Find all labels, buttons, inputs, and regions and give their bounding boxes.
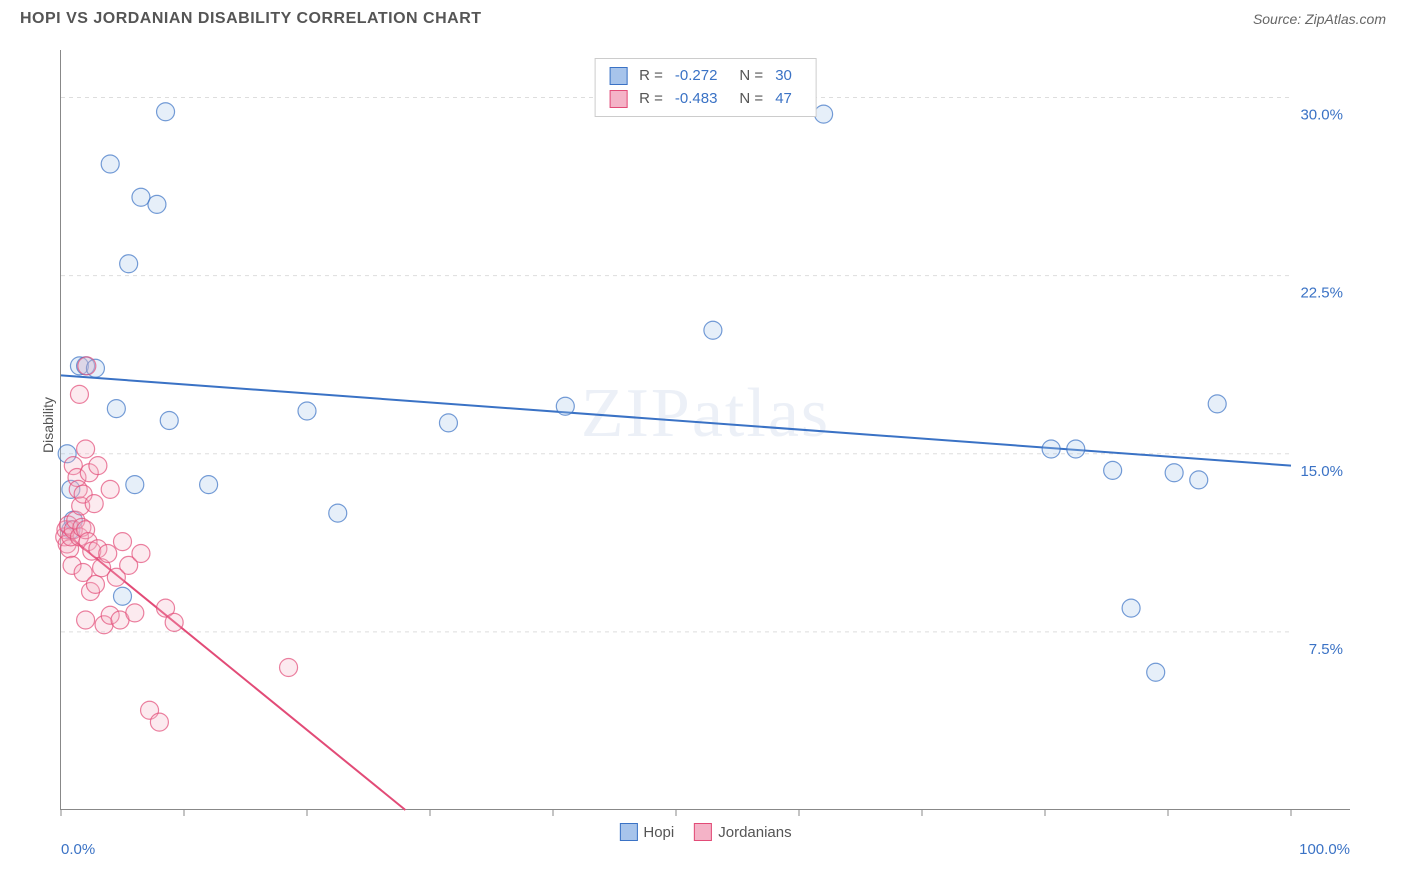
scatter-point bbox=[101, 155, 119, 173]
scatter-point bbox=[704, 321, 722, 339]
scatter-point bbox=[114, 587, 132, 605]
scatter-point bbox=[556, 397, 574, 415]
stat-n-value: 30 bbox=[775, 65, 792, 88]
scatter-point bbox=[150, 713, 168, 731]
scatter-point bbox=[160, 412, 178, 430]
scatter-point bbox=[77, 611, 95, 629]
scatter-point bbox=[1147, 663, 1165, 681]
chart-header: HOPI VS JORDANIAN DISABILITY CORRELATION… bbox=[0, 0, 1406, 33]
plot-area: ZIPatlas 7.5%15.0%22.5%30.0% R =-0.272N … bbox=[60, 50, 1350, 810]
legend-swatch bbox=[619, 823, 637, 841]
x-max-label: 100.0% bbox=[1299, 841, 1350, 858]
chart-source: Source: ZipAtlas.com bbox=[1253, 11, 1386, 27]
scatter-point bbox=[165, 613, 183, 631]
scatter-point bbox=[101, 480, 119, 498]
scatter-point bbox=[99, 545, 117, 563]
scatter-point bbox=[70, 385, 88, 403]
y-tick-label: 30.0% bbox=[1300, 107, 1343, 124]
scatter-point bbox=[1042, 440, 1060, 458]
scatter-point bbox=[126, 476, 144, 494]
scatter-point bbox=[1190, 471, 1208, 489]
scatter-point bbox=[78, 357, 96, 375]
scatter-point bbox=[89, 457, 107, 475]
scatter-point bbox=[86, 575, 104, 593]
trend-line bbox=[61, 375, 1291, 465]
chart-title: HOPI VS JORDANIAN DISABILITY CORRELATION… bbox=[20, 10, 482, 28]
stat-n-label: N = bbox=[739, 88, 763, 111]
legend-row: R = -0.483 N = 47 bbox=[609, 88, 802, 111]
scatter-point bbox=[114, 533, 132, 551]
legend-row: R = -0.272 N = 30 bbox=[609, 65, 802, 88]
scatter-point bbox=[1104, 461, 1122, 479]
stat-r-value: -0.483 bbox=[675, 88, 718, 111]
scatter-point bbox=[1165, 464, 1183, 482]
stat-r-label: R = bbox=[639, 65, 663, 88]
legend-swatch bbox=[609, 90, 627, 108]
scatter-point bbox=[200, 476, 218, 494]
y-tick-label: 15.0% bbox=[1300, 463, 1343, 480]
scatter-point bbox=[157, 103, 175, 121]
legend-label: Hopi bbox=[643, 824, 674, 841]
x-min-label: 0.0% bbox=[61, 841, 95, 858]
scatter-point bbox=[815, 105, 833, 123]
series-legend-item: Hopi bbox=[619, 823, 674, 841]
stat-r-label: R = bbox=[639, 88, 663, 111]
legend-swatch bbox=[694, 823, 712, 841]
scatter-point bbox=[148, 195, 166, 213]
scatter-point bbox=[126, 604, 144, 622]
scatter-point bbox=[329, 504, 347, 522]
series-legend: Hopi Jordanians bbox=[619, 823, 791, 841]
legend-swatch bbox=[609, 67, 627, 85]
y-tick-label: 7.5% bbox=[1309, 641, 1343, 658]
correlation-legend: R = -0.272 N = 30 R = -0.483 N = 47 bbox=[594, 58, 817, 117]
scatter-point bbox=[120, 255, 138, 273]
scatter-point bbox=[132, 545, 150, 563]
legend-label: Jordanians bbox=[718, 824, 791, 841]
scatter-point bbox=[1067, 440, 1085, 458]
scatter-point bbox=[77, 440, 95, 458]
y-axis-label: Disability bbox=[40, 397, 56, 453]
scatter-point bbox=[1208, 395, 1226, 413]
stat-r-value: -0.272 bbox=[675, 65, 718, 88]
scatter-point bbox=[1122, 599, 1140, 617]
scatter-point bbox=[298, 402, 316, 420]
series-legend-item: Jordanians bbox=[694, 823, 791, 841]
y-tick-label: 22.5% bbox=[1300, 285, 1343, 302]
scatter-point bbox=[107, 400, 125, 418]
scatter-point bbox=[85, 495, 103, 513]
scatter-point bbox=[280, 659, 298, 677]
stat-n-value: 47 bbox=[775, 88, 792, 111]
stat-n-label: N = bbox=[739, 65, 763, 88]
scatter-svg: 7.5% 15.0% 22.5% 30.0% bbox=[61, 50, 1351, 810]
chart-area: Disability ZIPatlas 7.5%15.0%22.5%30.0% … bbox=[40, 50, 1380, 840]
scatter-point bbox=[132, 188, 150, 206]
scatter-point bbox=[439, 414, 457, 432]
